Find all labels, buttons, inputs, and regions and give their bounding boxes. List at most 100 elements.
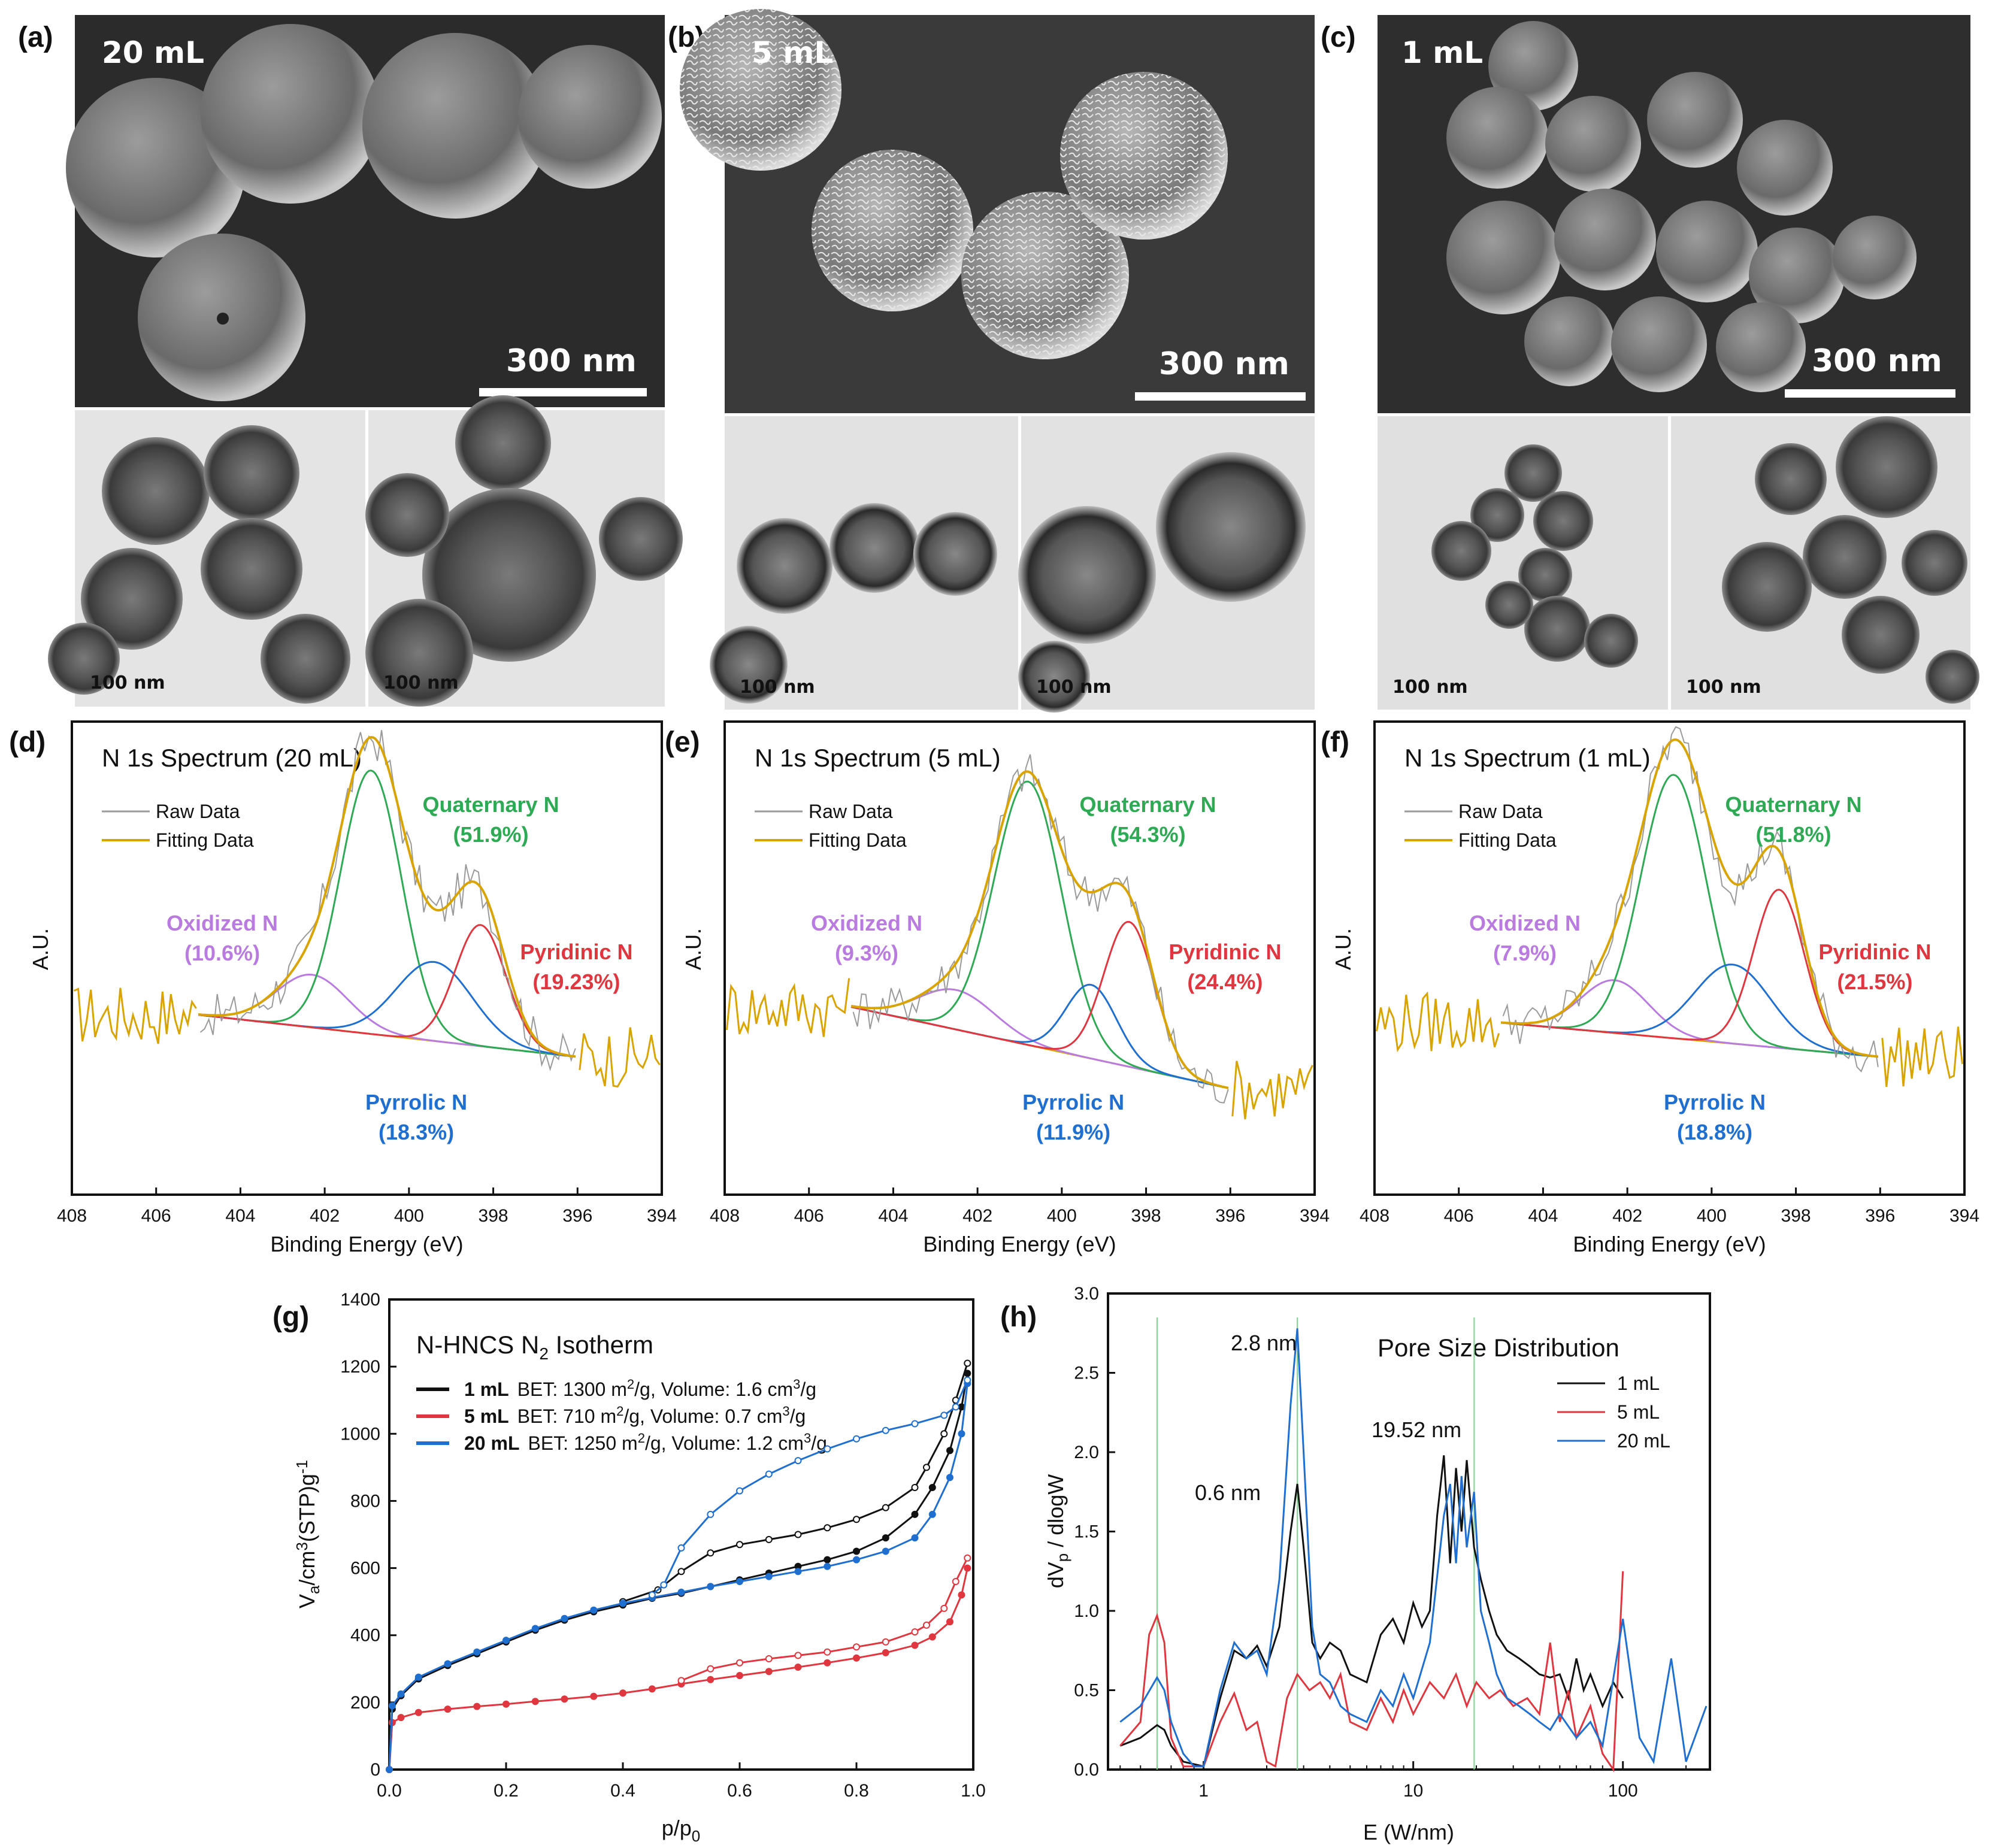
isotherm-point	[707, 1549, 715, 1557]
legend-vol-sup: 3	[782, 1404, 789, 1419]
chart-title: N 1s Spectrum (20 mL)	[102, 744, 362, 772]
x-tick-label: 404	[878, 1206, 908, 1226]
peak-label-oxidized: Oxidized N	[166, 911, 278, 935]
ylabel-sub: p	[1053, 1553, 1071, 1562]
isotherm-point	[923, 1464, 930, 1471]
y-tick-label: 1000	[340, 1424, 380, 1444]
ylabel-rest: /cm	[295, 1551, 319, 1586]
raw-data-curve	[1502, 726, 1879, 1073]
isotherm-point	[853, 1556, 860, 1564]
y-axis-label: A.U.	[681, 928, 706, 970]
volume-label-b: 5 mL	[752, 35, 833, 70]
component-peak-pyrrolic	[198, 961, 576, 1058]
raw-data-outside-right	[579, 1027, 661, 1088]
component-peak-pyridinic	[198, 924, 576, 1058]
isotherm-point	[940, 1411, 948, 1419]
ylabel-main: V	[295, 1594, 319, 1608]
ylabel-main: dV	[1043, 1562, 1068, 1588]
x-tick-label: 398	[1781, 1206, 1811, 1226]
tem-scale-label-c1: 100 nm	[1392, 677, 1468, 698]
x-tick-label: 406	[141, 1206, 171, 1226]
y-tick-label: 800	[350, 1491, 380, 1511]
peak-label-pyridinic: Pyridinic N	[1818, 940, 1931, 964]
x-tick-label: 400	[1697, 1206, 1727, 1226]
y-tick-label: 2.0	[1074, 1443, 1099, 1462]
panel-label-h: (h)	[1000, 1301, 1037, 1333]
legend-name: 20 mL	[464, 1432, 519, 1454]
isotherm-point	[824, 1648, 831, 1656]
legend-mid: /g, Volume: 0.7 cm	[623, 1405, 782, 1427]
x-tick-label: 1	[1198, 1781, 1209, 1801]
x-axis-label: Binding Energy (eV)	[923, 1232, 1116, 1256]
scale-bar-a	[479, 388, 647, 396]
ylabel-rest: / dlogW	[1043, 1474, 1068, 1553]
isotherm-point	[765, 1668, 773, 1676]
y-axis-label: A.U.	[1331, 928, 1355, 970]
isotherm-point	[928, 1484, 936, 1491]
scale-bar-label-b: 300 nm	[1159, 346, 1289, 382]
isotherm-point	[824, 1524, 831, 1532]
isotherm-point	[911, 1641, 919, 1649]
volume-label-c: 1 mL	[1401, 35, 1483, 70]
raw-data-outside-left	[73, 987, 197, 1044]
isotherm-point	[444, 1660, 452, 1668]
x-tick-label: 0.2	[494, 1781, 519, 1801]
xps-panel-f: (f) N 1s Spectrum (1 mL) Binding Energy …	[1321, 720, 1979, 1256]
legend-label-20ml: 20 mL	[1617, 1430, 1670, 1452]
isotherm-point	[414, 1673, 422, 1681]
peak-label-quaternary: Quaternary N	[1725, 792, 1861, 817]
20mL-desorption-line	[651, 1380, 968, 1596]
isotherm-point	[531, 1625, 539, 1632]
legend-bet: BET: 1250 m	[528, 1432, 637, 1454]
isotherm-point	[765, 1470, 773, 1478]
isotherm-point	[964, 1359, 971, 1367]
isotherm-point	[707, 1510, 715, 1518]
plot-frame	[723, 720, 1316, 1196]
axis-ticks-h: 1 10 100 0.0 0.5 1.0 1.5 2.0 2.5 3.0	[1074, 1284, 1687, 1801]
isotherm-point	[660, 1581, 668, 1589]
peak-percent-oxidized: (9.3%)	[835, 941, 898, 965]
ylabel-rest2: (STP)g	[295, 1474, 319, 1542]
x-tick-label: 408	[1360, 1206, 1389, 1226]
isotherm-point	[946, 1474, 953, 1482]
micrograph-panel-a: (a) 20 mL 300 nm 100 nm 1	[18, 15, 683, 707]
isotherm-point	[928, 1510, 936, 1518]
legend-label-5ml: 5 mL	[1617, 1401, 1660, 1423]
isotherm-point	[853, 1435, 860, 1443]
x-ticks: 408 406 404 402 400 398 396 394	[57, 1187, 677, 1226]
peak-percent-pyridinic: (19.23%)	[532, 970, 620, 994]
legend-g: 1 mL BET: 1300 m2/g, Volume: 1.6 cm3/g 5 …	[416, 1377, 827, 1454]
peak-labels: Oxidized N (7.9%) Quaternary N (51.8%) P…	[1469, 792, 1931, 1144]
y-tick-label: 0.0	[1074, 1760, 1099, 1780]
scale-bar-label-a: 300 nm	[506, 343, 637, 379]
isotherm-point	[882, 1504, 889, 1511]
legend-vol-sup: 3	[793, 1377, 800, 1392]
legend-label-raw: Raw Data	[809, 801, 893, 822]
isotherm-point	[794, 1531, 802, 1538]
isotherm-point	[707, 1665, 715, 1673]
isotherm-point	[765, 1535, 773, 1543]
peak-labels: Oxidized N (10.6%) Quaternary N (51.9%) …	[166, 792, 632, 1144]
peak-percent-quaternary: (54.3%)	[1110, 822, 1186, 847]
panel-label: (e)	[665, 726, 700, 758]
isotherm-point	[707, 1676, 715, 1683]
x-tick-label: 0.6	[727, 1781, 752, 1801]
annotation-2-8nm: 2.8 nm	[1231, 1331, 1297, 1355]
isotherm-point	[590, 1606, 598, 1614]
isotherm-point	[824, 1659, 831, 1667]
isotherm-point	[765, 1573, 773, 1580]
x-tick-label: 396	[562, 1206, 592, 1226]
peak-percent-pyrrolic: (18.8%)	[1677, 1120, 1752, 1144]
raw-data-curve	[199, 730, 576, 1072]
panel-label: (d)	[9, 726, 46, 758]
scale-bar-b	[1135, 392, 1306, 401]
isotherm-point	[473, 1648, 481, 1656]
isotherm-point	[911, 1628, 919, 1636]
peak-percent-pyrrolic: (18.3%)	[379, 1120, 454, 1144]
x-tick-label: 0.8	[844, 1781, 869, 1801]
peak-label-pyrrolic: Pyrrolic N	[365, 1090, 467, 1114]
isotherm-point	[824, 1445, 831, 1453]
y-tick-label: 0	[370, 1760, 380, 1780]
legend-mid: /g, Volume: 1.2 cm	[645, 1432, 804, 1454]
legend-bet: BET: 1300 m	[517, 1379, 627, 1400]
